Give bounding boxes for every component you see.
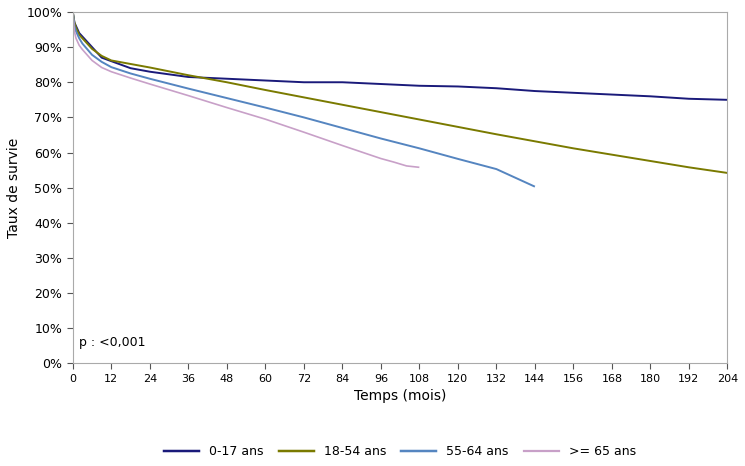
0-17 ans	[72, 23, 80, 29]
55-64 ans	[72, 28, 80, 34]
0-17 ans	[97, 55, 106, 61]
18-54 ans	[222, 80, 231, 85]
0-17 ans	[415, 83, 424, 89]
18-54 ans	[685, 164, 694, 170]
>= 65 ans	[88, 58, 97, 63]
55-64 ans	[454, 156, 463, 162]
>= 65 ans	[107, 69, 115, 75]
18-54 ans	[72, 25, 80, 31]
X-axis label: Temps (mois): Temps (mois)	[354, 390, 446, 404]
0-17 ans	[530, 88, 539, 94]
>= 65 ans	[145, 81, 154, 87]
0-17 ans	[74, 30, 83, 36]
0-17 ans	[569, 90, 578, 96]
0-17 ans	[107, 58, 115, 64]
>= 65 ans	[299, 130, 308, 135]
Y-axis label: Taux de survie: Taux de survie	[7, 137, 21, 238]
55-64 ans	[299, 115, 308, 120]
0-17 ans	[646, 94, 655, 99]
18-54 ans	[607, 152, 616, 158]
55-64 ans	[88, 52, 97, 58]
0-17 ans	[723, 97, 732, 103]
18-54 ans	[338, 102, 347, 108]
18-54 ans	[107, 58, 115, 63]
18-54 ans	[70, 20, 79, 25]
0-17 ans	[126, 65, 135, 71]
55-64 ans	[184, 86, 193, 91]
18-54 ans	[723, 170, 732, 176]
>= 65 ans	[97, 65, 106, 70]
0-17 ans	[261, 78, 270, 83]
55-64 ans	[126, 71, 135, 76]
>= 65 ans	[184, 93, 193, 98]
Line: 0-17 ans: 0-17 ans	[73, 12, 727, 100]
0-17 ans	[685, 96, 694, 102]
Line: 18-54 ans: 18-54 ans	[73, 12, 727, 173]
18-54 ans	[454, 124, 463, 130]
55-64 ans	[97, 59, 106, 65]
0-17 ans	[70, 20, 79, 25]
0-17 ans	[145, 69, 154, 75]
>= 65 ans	[415, 164, 424, 170]
>= 65 ans	[402, 163, 411, 169]
>= 65 ans	[70, 28, 79, 34]
Legend: 0-17 ans, 18-54 ans, 55-64 ans, >= 65 ans: 0-17 ans, 18-54 ans, 55-64 ans, >= 65 an…	[159, 440, 641, 463]
18-54 ans	[126, 61, 135, 67]
0-17 ans	[222, 76, 231, 82]
0-17 ans	[88, 44, 97, 50]
55-64 ans	[376, 136, 385, 141]
0-17 ans	[69, 9, 77, 15]
>= 65 ans	[222, 105, 231, 110]
0-17 ans	[78, 34, 87, 39]
18-54 ans	[415, 116, 424, 122]
55-64 ans	[261, 105, 270, 110]
18-54 ans	[69, 9, 77, 15]
18-54 ans	[78, 35, 87, 41]
18-54 ans	[376, 110, 385, 115]
18-54 ans	[492, 131, 501, 137]
55-64 ans	[107, 64, 115, 70]
18-54 ans	[646, 158, 655, 164]
>= 65 ans	[126, 75, 135, 81]
55-64 ans	[338, 125, 347, 131]
>= 65 ans	[69, 9, 77, 15]
0-17 ans	[454, 84, 463, 89]
0-17 ans	[299, 80, 308, 85]
55-64 ans	[70, 23, 79, 29]
>= 65 ans	[376, 156, 385, 161]
0-17 ans	[492, 85, 501, 91]
18-54 ans	[569, 145, 578, 151]
18-54 ans	[88, 46, 97, 52]
>= 65 ans	[389, 159, 398, 165]
0-17 ans	[607, 92, 616, 97]
18-54 ans	[530, 138, 539, 144]
55-64 ans	[145, 76, 154, 82]
18-54 ans	[74, 32, 83, 38]
18-54 ans	[184, 72, 193, 78]
55-64 ans	[78, 41, 87, 47]
>= 65 ans	[72, 35, 80, 41]
55-64 ans	[492, 166, 501, 172]
18-54 ans	[145, 65, 154, 70]
Line: >= 65 ans: >= 65 ans	[73, 12, 419, 167]
55-64 ans	[415, 145, 424, 151]
55-64 ans	[530, 184, 539, 190]
0-17 ans	[376, 81, 385, 87]
Line: 55-64 ans: 55-64 ans	[73, 12, 535, 187]
55-64 ans	[69, 9, 77, 15]
>= 65 ans	[261, 116, 270, 122]
55-64 ans	[222, 95, 231, 101]
0-17 ans	[184, 74, 193, 80]
0-17 ans	[338, 80, 347, 85]
18-54 ans	[97, 53, 106, 59]
>= 65 ans	[338, 143, 347, 148]
18-54 ans	[261, 87, 270, 93]
>= 65 ans	[78, 47, 87, 52]
55-64 ans	[74, 35, 83, 41]
>= 65 ans	[74, 42, 83, 48]
18-54 ans	[299, 95, 308, 100]
Text: p : <0,001: p : <0,001	[79, 336, 146, 350]
